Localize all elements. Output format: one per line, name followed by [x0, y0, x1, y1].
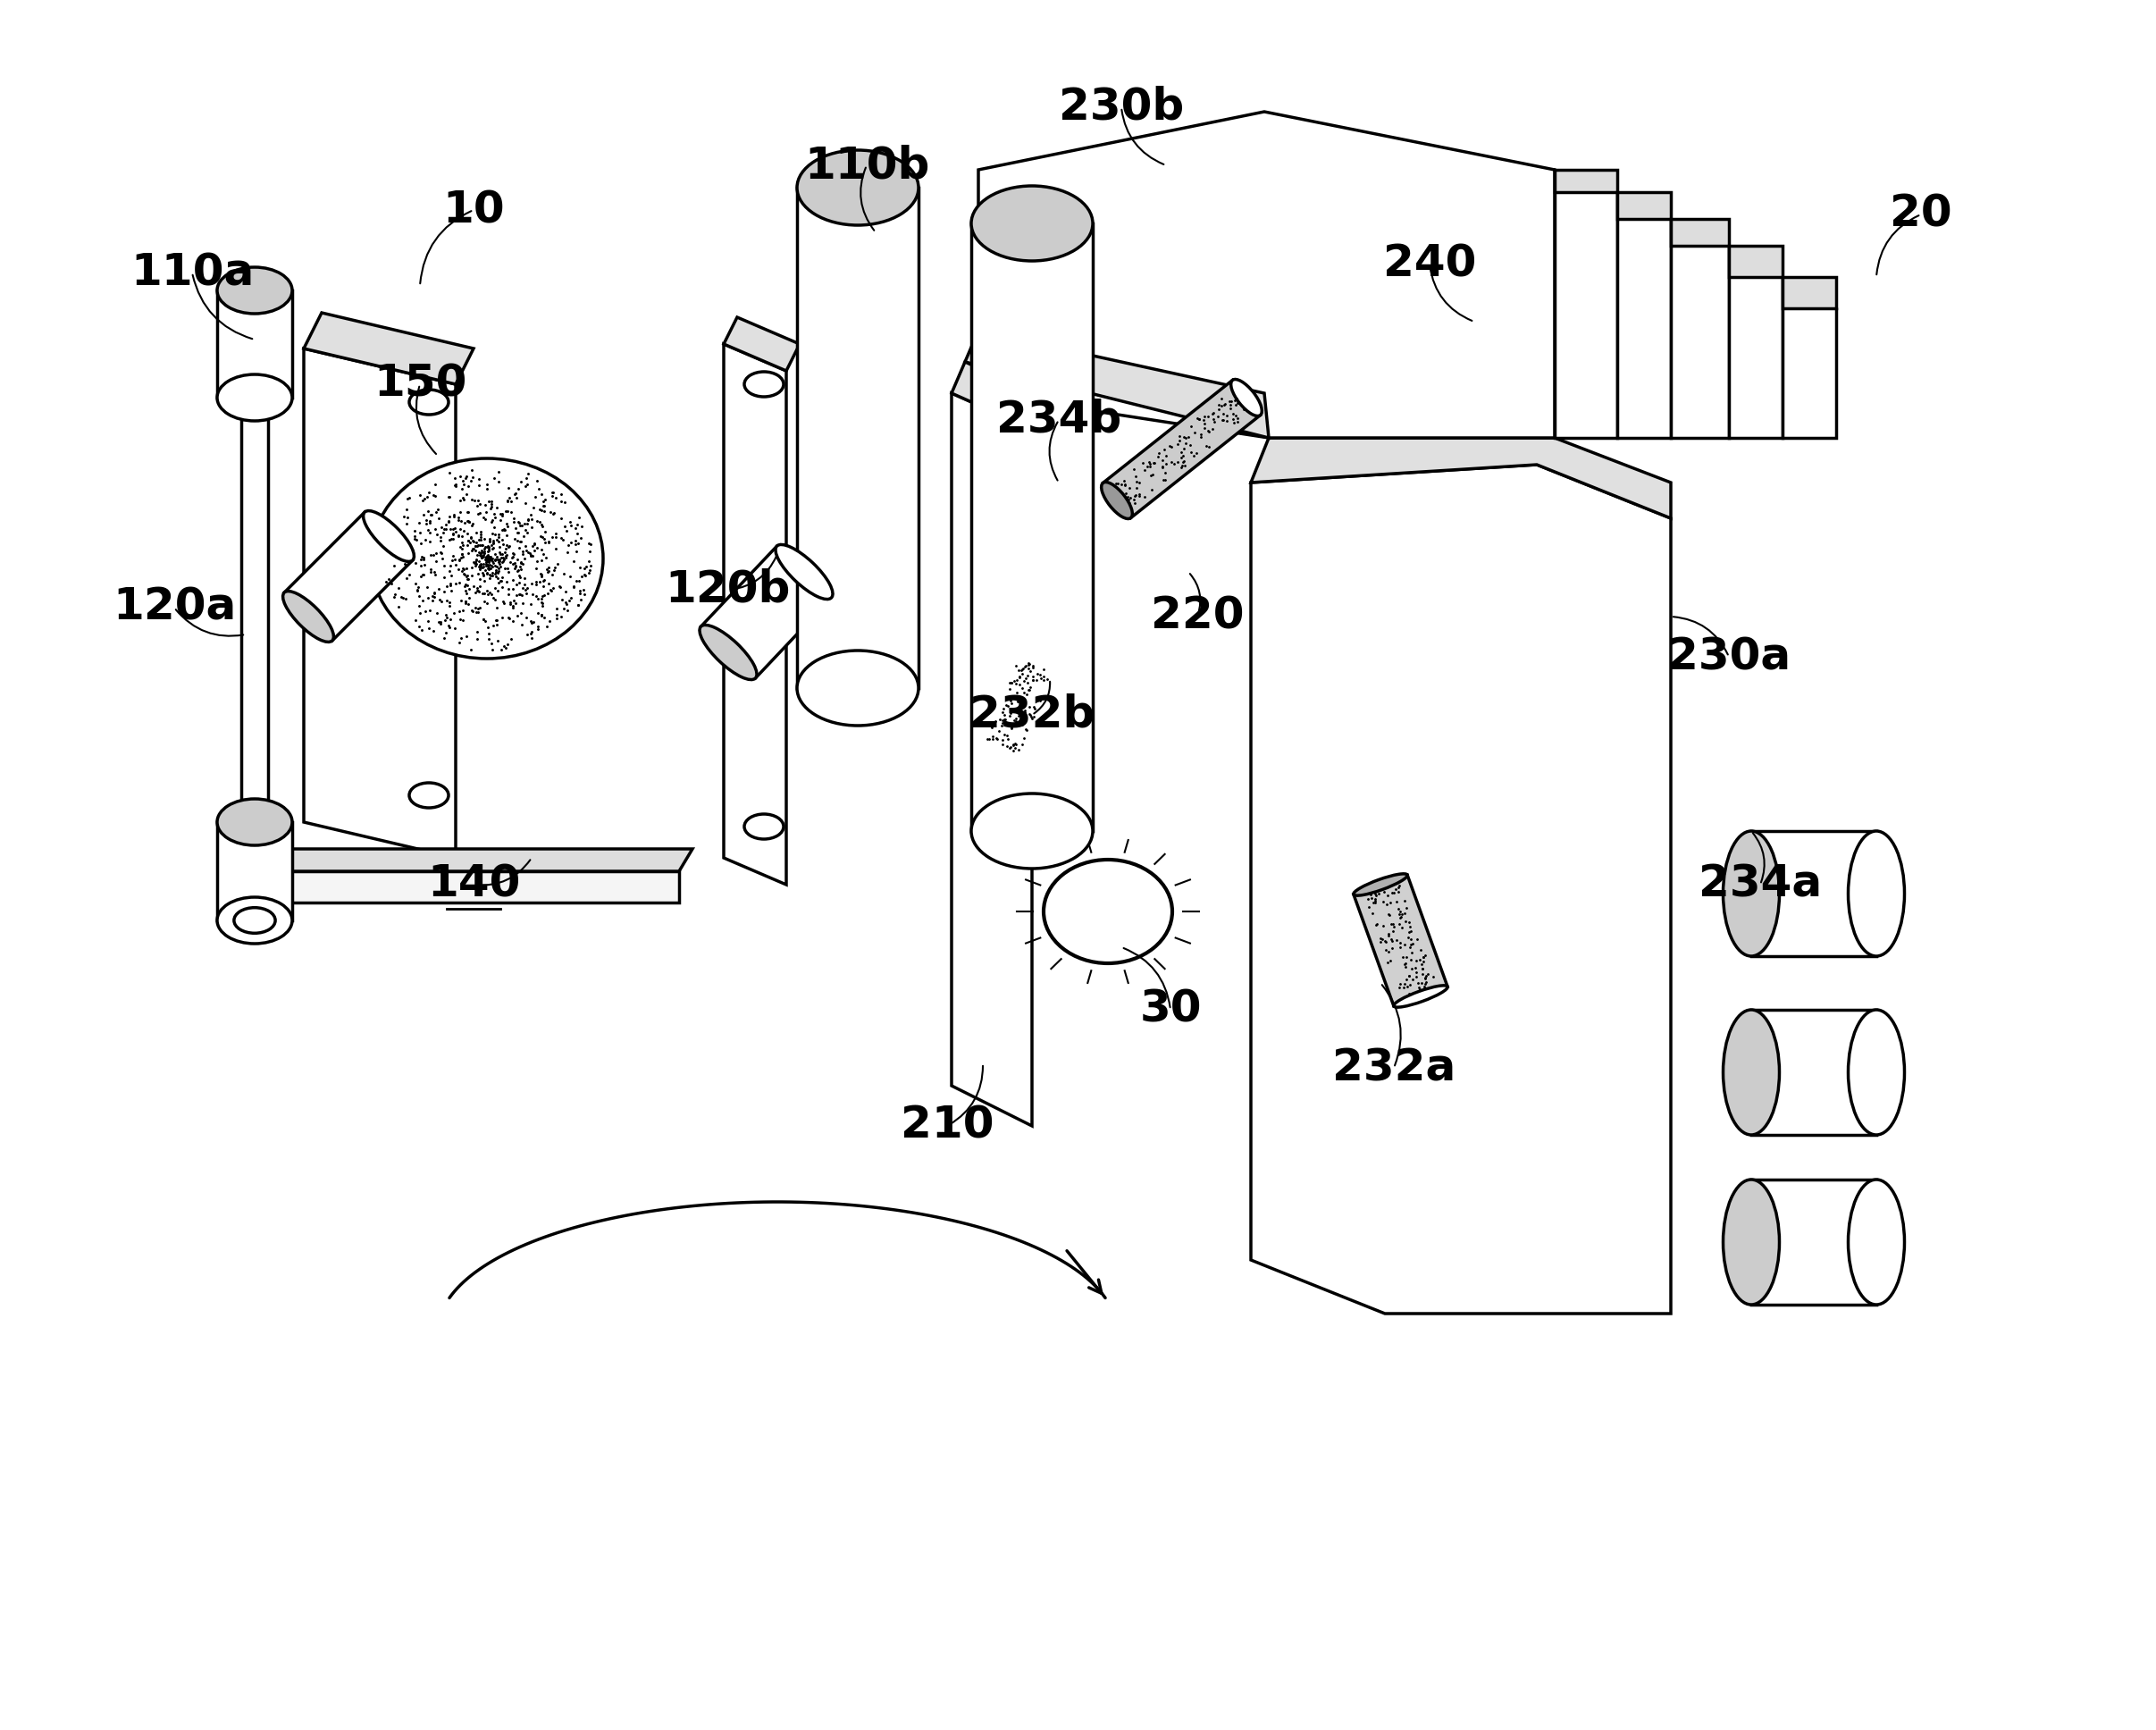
- Ellipse shape: [1231, 379, 1261, 415]
- Text: 232a: 232a: [1332, 1047, 1455, 1090]
- Polygon shape: [724, 317, 800, 370]
- Text: 120b: 120b: [666, 569, 791, 611]
- Polygon shape: [304, 348, 455, 858]
- Polygon shape: [1671, 220, 1729, 246]
- Polygon shape: [1751, 1180, 1876, 1304]
- Text: 220: 220: [1151, 595, 1244, 638]
- Polygon shape: [218, 291, 293, 398]
- Text: 10: 10: [442, 189, 505, 232]
- Ellipse shape: [1354, 874, 1408, 896]
- Polygon shape: [951, 393, 1033, 1126]
- Polygon shape: [1104, 381, 1261, 517]
- Polygon shape: [701, 547, 832, 678]
- Polygon shape: [724, 344, 787, 884]
- Text: 210: 210: [901, 1104, 994, 1147]
- Polygon shape: [1783, 277, 1837, 308]
- Polygon shape: [798, 187, 918, 689]
- Polygon shape: [951, 362, 1046, 429]
- Ellipse shape: [744, 815, 783, 839]
- Polygon shape: [1783, 277, 1837, 438]
- Polygon shape: [1617, 192, 1671, 438]
- Polygon shape: [966, 330, 1268, 438]
- Ellipse shape: [362, 510, 414, 562]
- Ellipse shape: [218, 266, 293, 313]
- Text: 110b: 110b: [804, 144, 929, 187]
- Text: 234a: 234a: [1699, 863, 1822, 907]
- Polygon shape: [1250, 465, 1671, 1313]
- Text: 240: 240: [1382, 242, 1477, 285]
- Polygon shape: [285, 512, 412, 640]
- Ellipse shape: [1723, 1010, 1779, 1135]
- Ellipse shape: [1848, 1180, 1904, 1304]
- Text: 120a: 120a: [112, 586, 235, 630]
- Ellipse shape: [970, 794, 1093, 868]
- Polygon shape: [1554, 170, 1617, 438]
- Polygon shape: [979, 112, 1554, 438]
- Polygon shape: [241, 849, 692, 872]
- Polygon shape: [1554, 170, 1617, 192]
- Polygon shape: [1751, 830, 1876, 957]
- Polygon shape: [304, 313, 474, 384]
- Polygon shape: [241, 872, 679, 903]
- Ellipse shape: [410, 389, 448, 415]
- Polygon shape: [218, 822, 293, 920]
- Text: 140: 140: [427, 863, 520, 907]
- Ellipse shape: [1102, 483, 1132, 519]
- Ellipse shape: [235, 908, 276, 932]
- Ellipse shape: [1848, 830, 1904, 957]
- Ellipse shape: [1044, 860, 1173, 964]
- Polygon shape: [1729, 246, 1783, 438]
- Ellipse shape: [1848, 1010, 1904, 1135]
- Ellipse shape: [410, 782, 448, 808]
- Text: 230b: 230b: [1059, 87, 1184, 128]
- Ellipse shape: [699, 625, 757, 680]
- Polygon shape: [1617, 192, 1671, 220]
- Ellipse shape: [776, 545, 832, 599]
- Ellipse shape: [1011, 650, 1061, 673]
- Ellipse shape: [1723, 830, 1779, 957]
- Ellipse shape: [798, 151, 918, 225]
- Ellipse shape: [218, 374, 293, 420]
- Ellipse shape: [744, 372, 783, 396]
- Polygon shape: [977, 650, 1061, 761]
- Ellipse shape: [218, 799, 293, 846]
- Text: 20: 20: [1891, 194, 1951, 235]
- Polygon shape: [1354, 875, 1447, 1007]
- Ellipse shape: [282, 592, 334, 642]
- Polygon shape: [1729, 246, 1783, 277]
- Text: 230a: 230a: [1667, 635, 1792, 678]
- Ellipse shape: [798, 650, 918, 725]
- Polygon shape: [1671, 220, 1729, 438]
- Text: 232b: 232b: [970, 694, 1095, 737]
- Ellipse shape: [371, 458, 604, 659]
- Polygon shape: [1751, 1010, 1876, 1135]
- Text: 150: 150: [373, 363, 466, 407]
- Ellipse shape: [1723, 1180, 1779, 1304]
- Ellipse shape: [970, 185, 1093, 261]
- Text: 234b: 234b: [996, 398, 1121, 441]
- Text: 110a: 110a: [129, 251, 254, 294]
- Polygon shape: [970, 223, 1093, 830]
- Ellipse shape: [1393, 986, 1447, 1007]
- Polygon shape: [1250, 438, 1671, 519]
- Ellipse shape: [218, 898, 293, 943]
- Text: 30: 30: [1138, 988, 1201, 1031]
- Ellipse shape: [977, 739, 1026, 761]
